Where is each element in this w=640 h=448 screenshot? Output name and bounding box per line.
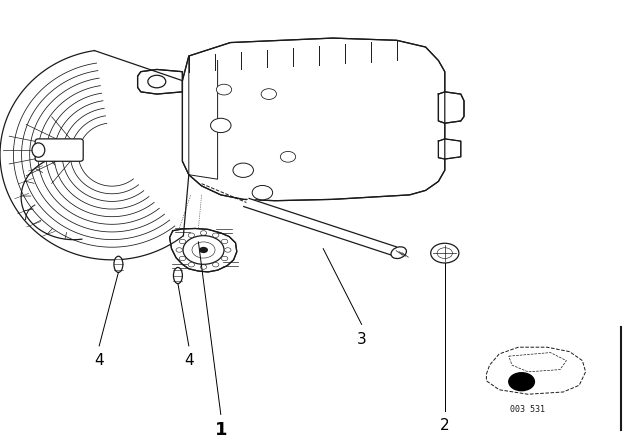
Circle shape: [252, 185, 273, 200]
Circle shape: [221, 239, 228, 244]
Polygon shape: [438, 92, 464, 123]
Circle shape: [188, 263, 195, 267]
Circle shape: [188, 233, 195, 237]
Circle shape: [225, 248, 231, 252]
Polygon shape: [182, 38, 445, 201]
Text: 003 531: 003 531: [511, 405, 545, 414]
Text: 4: 4: [184, 353, 194, 368]
Polygon shape: [0, 51, 184, 260]
Circle shape: [233, 163, 253, 177]
Circle shape: [261, 89, 276, 99]
Polygon shape: [244, 198, 396, 255]
Text: 1: 1: [214, 421, 227, 439]
Circle shape: [199, 247, 208, 253]
Text: 3: 3: [356, 332, 367, 346]
Text: 2: 2: [440, 418, 450, 433]
Ellipse shape: [114, 256, 123, 272]
Circle shape: [212, 263, 219, 267]
Circle shape: [216, 84, 232, 95]
Circle shape: [431, 243, 459, 263]
Polygon shape: [438, 139, 461, 159]
Circle shape: [183, 236, 224, 264]
Circle shape: [179, 239, 186, 244]
Ellipse shape: [391, 247, 406, 258]
FancyBboxPatch shape: [35, 139, 83, 161]
Polygon shape: [170, 228, 237, 272]
Circle shape: [280, 151, 296, 162]
Ellipse shape: [32, 143, 45, 157]
Circle shape: [509, 373, 534, 391]
Polygon shape: [138, 69, 182, 94]
Circle shape: [176, 248, 182, 252]
Circle shape: [200, 231, 207, 235]
Text: 4: 4: [94, 353, 104, 368]
Circle shape: [200, 265, 207, 269]
Circle shape: [221, 256, 228, 261]
Circle shape: [211, 118, 231, 133]
Circle shape: [212, 233, 219, 237]
Circle shape: [179, 256, 186, 261]
Ellipse shape: [173, 267, 182, 284]
Circle shape: [148, 75, 166, 88]
